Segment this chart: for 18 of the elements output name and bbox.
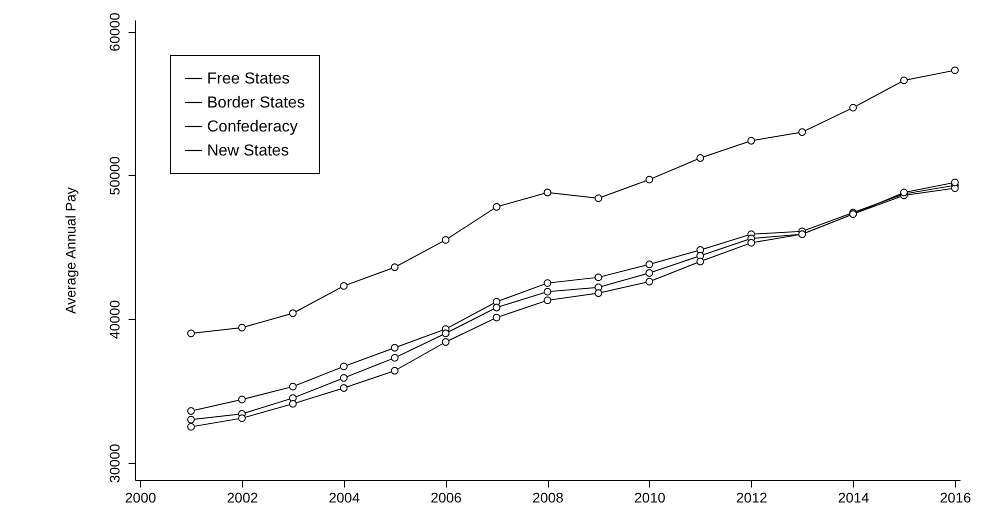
legend-label: Free States bbox=[207, 70, 290, 88]
x-tick-label: 2004 bbox=[328, 490, 360, 506]
legend-label: New States bbox=[207, 142, 289, 160]
x-tick-label: 2016 bbox=[940, 490, 972, 506]
x-tick-label: 2006 bbox=[430, 490, 462, 506]
y-axis-title: Average Annual Pay bbox=[62, 187, 78, 314]
x-tick-label: 2012 bbox=[736, 490, 768, 506]
y-tick-label: 40000 bbox=[106, 300, 122, 339]
legend-label: Confederacy bbox=[207, 118, 298, 136]
x-tick-label: 2010 bbox=[634, 490, 666, 506]
y-tick-label: 30000 bbox=[106, 444, 122, 483]
x-tick-label: 2000 bbox=[125, 490, 156, 506]
x-tick-label: 2002 bbox=[226, 490, 258, 506]
x-tick-label: 2014 bbox=[838, 490, 870, 506]
y-tick-label: 60000 bbox=[106, 12, 122, 52]
x-tick-label: 2008 bbox=[532, 490, 564, 506]
y-tick-label: 50000 bbox=[106, 156, 122, 196]
legend-label: Border States bbox=[207, 94, 305, 112]
